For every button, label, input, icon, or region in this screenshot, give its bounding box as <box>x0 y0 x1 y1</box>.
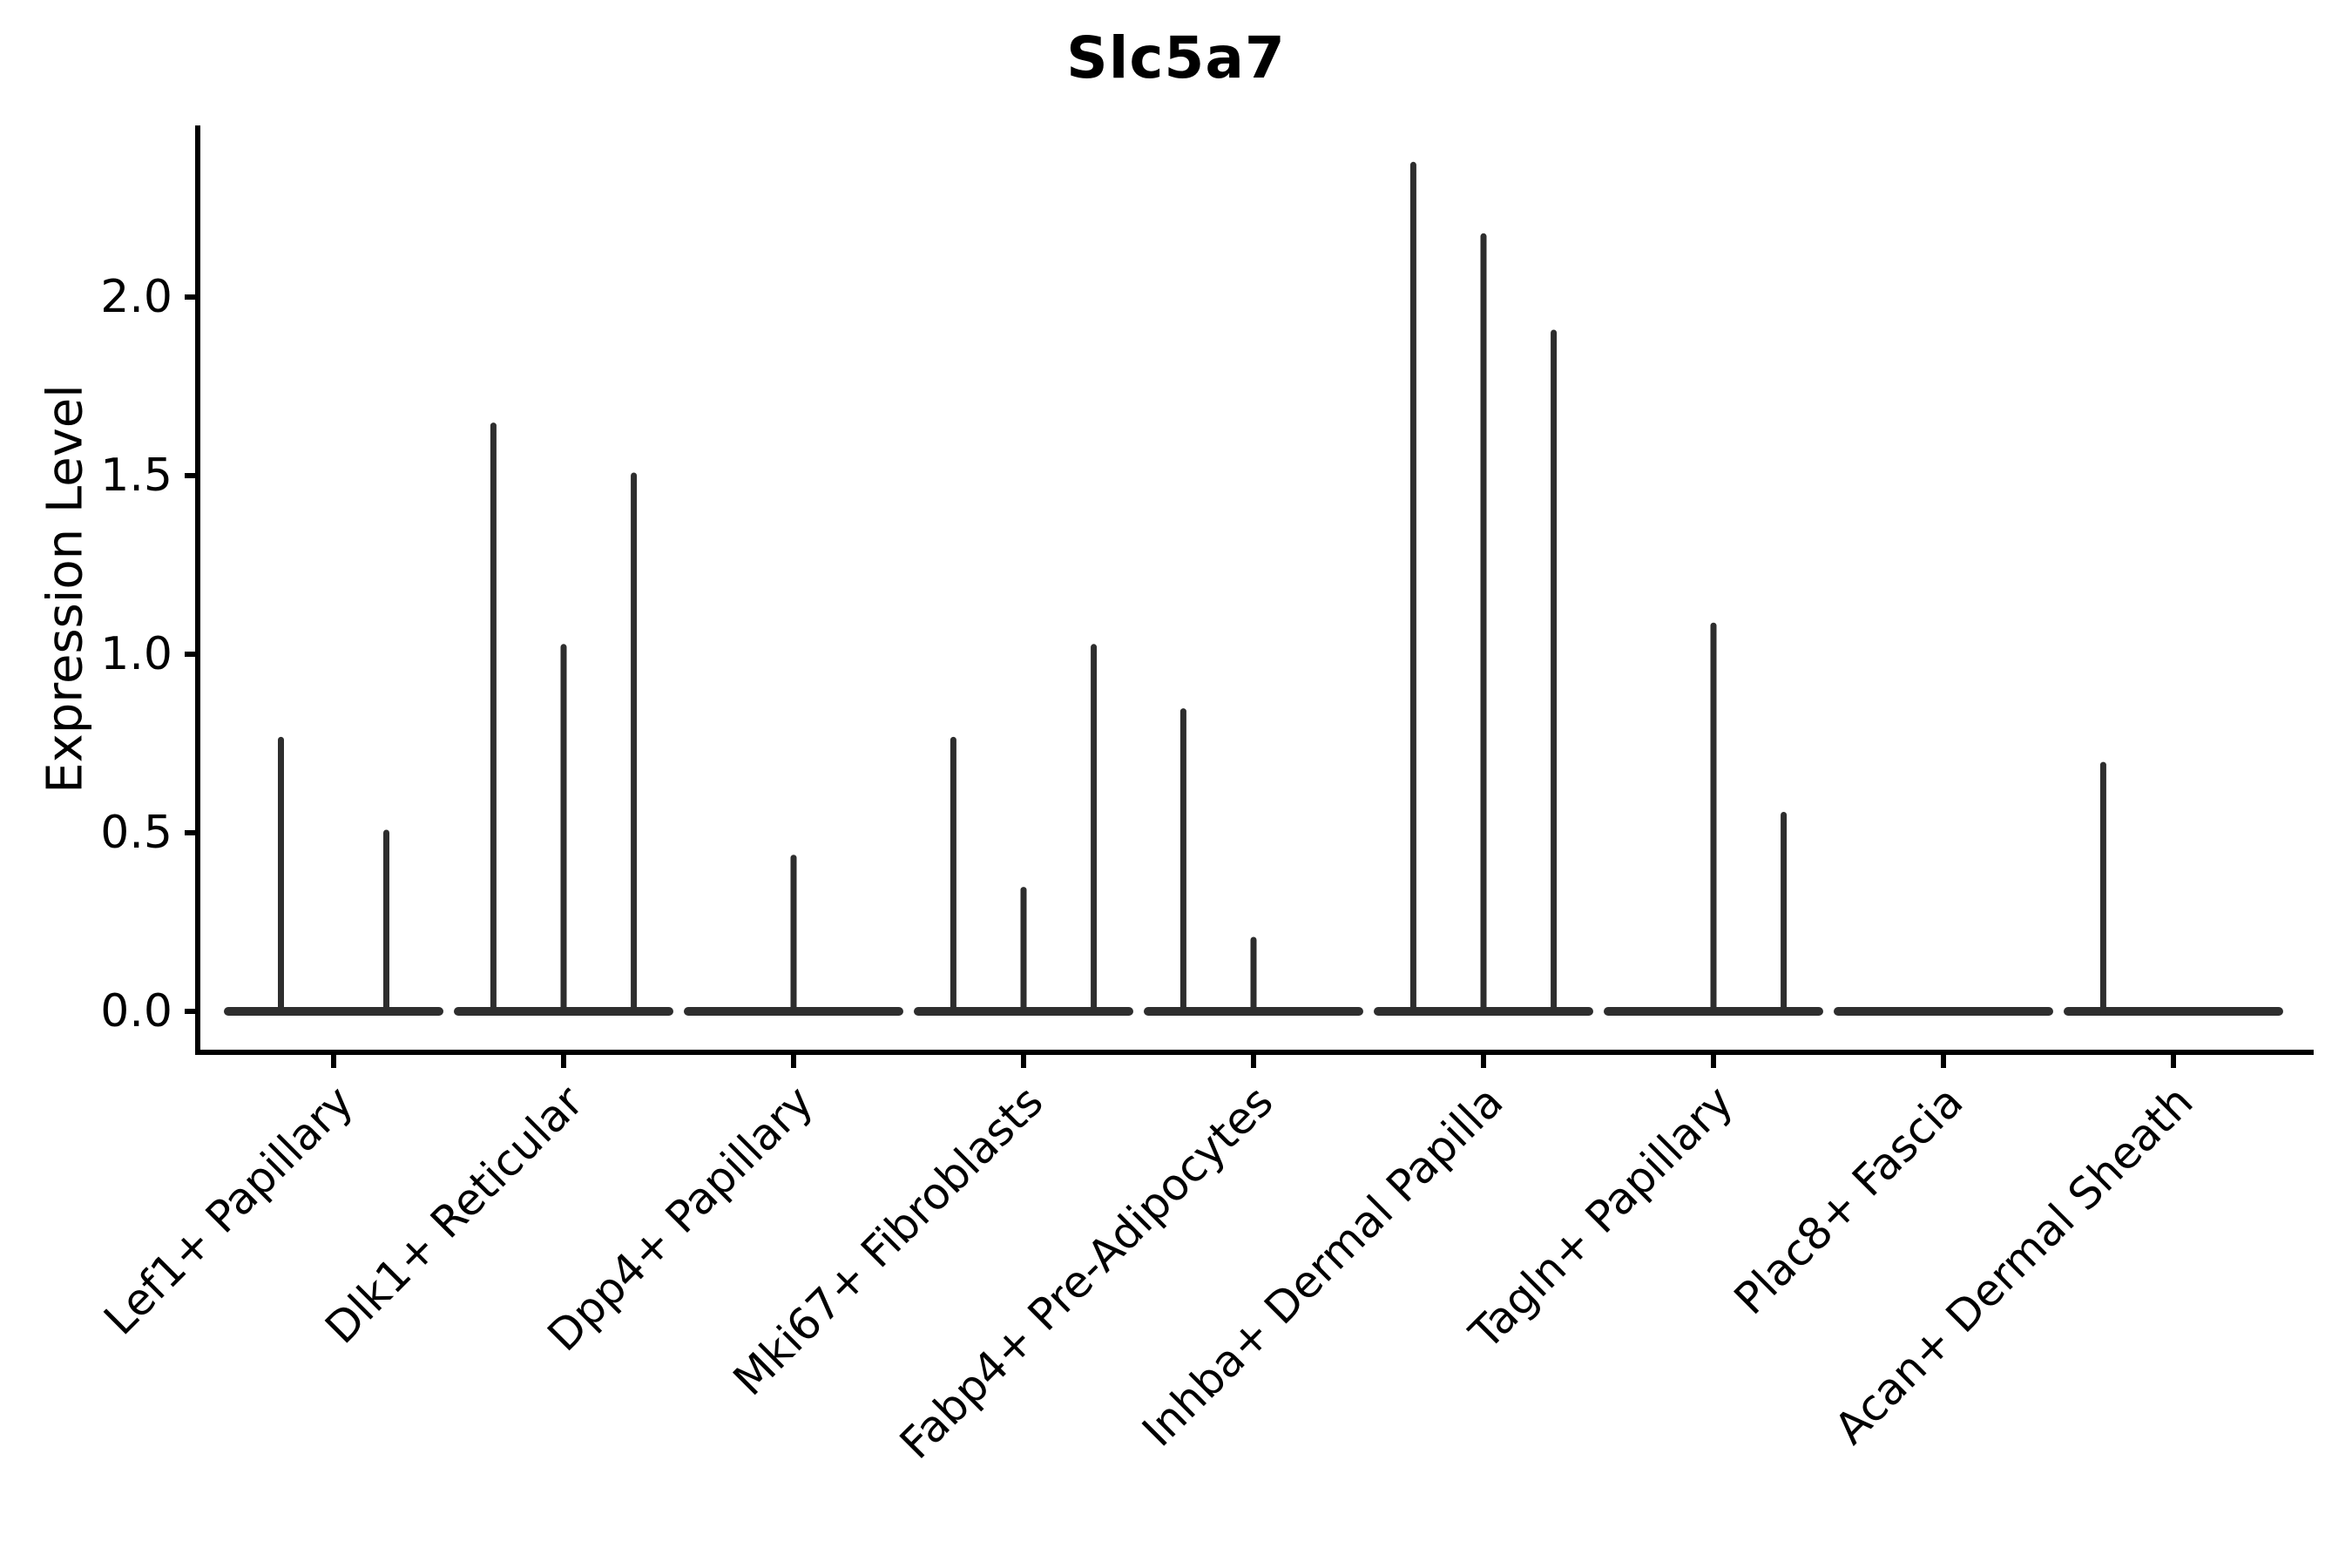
x-tick-label: Plac8+ Fascia <box>1725 1076 1973 1324</box>
y-tick-label: 2.0 <box>100 271 172 323</box>
y-tick-label: 1.0 <box>100 628 172 680</box>
y-tick-label: 0.5 <box>100 807 172 859</box>
x-tick-label: Lef1+ Papillary <box>94 1076 362 1344</box>
x-tick-label: Fabp4+ Pre-Adipocytes <box>890 1076 1283 1469</box>
y-tick-label: 0.0 <box>100 985 172 1037</box>
plot-title: Slc5a7 <box>1066 24 1286 91</box>
y-tick-label: 1.5 <box>100 449 172 502</box>
